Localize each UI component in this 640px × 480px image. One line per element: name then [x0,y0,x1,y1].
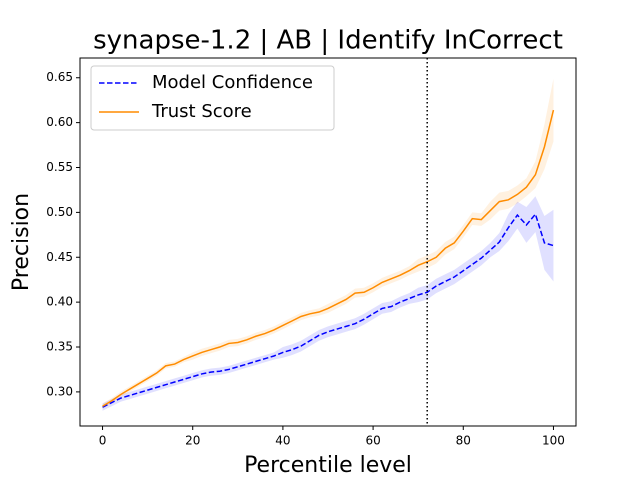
legend: Model Confidence Trust Score [90,65,335,131]
legend-label: Trust Score [151,101,252,122]
chart-title: synapse-1.2 | AB | Identify InCorrect [93,26,563,56]
x-tick-label: 100 [542,434,565,448]
y-tick-label: 0.60 [46,115,73,129]
legend-label: Model Confidence [152,72,313,93]
plot-frame [79,57,577,427]
y-tick-label: 0.65 [46,70,73,84]
x-tick-label: 80 [456,434,471,448]
y-tick-label: 0.30 [46,384,73,398]
y-tick-label: 0.55 [46,160,73,174]
x-axis-label: Percentile level [244,453,412,478]
x-tick-label: 20 [185,434,200,448]
y-tick-label: 0.35 [46,340,73,354]
y-tick-label: 0.50 [46,205,73,219]
x-tick-label: 40 [275,434,290,448]
x-tick-label: 60 [365,434,380,448]
x-tick-label: 0 [99,434,107,448]
confidence-band [102,196,554,411]
y-tick-label: 0.45 [46,250,73,264]
confidence-band [102,78,554,409]
y-tick-label: 0.40 [46,295,73,309]
series-line [102,109,555,407]
y-axis-label: Precision [9,193,34,291]
legend-box [90,65,335,131]
